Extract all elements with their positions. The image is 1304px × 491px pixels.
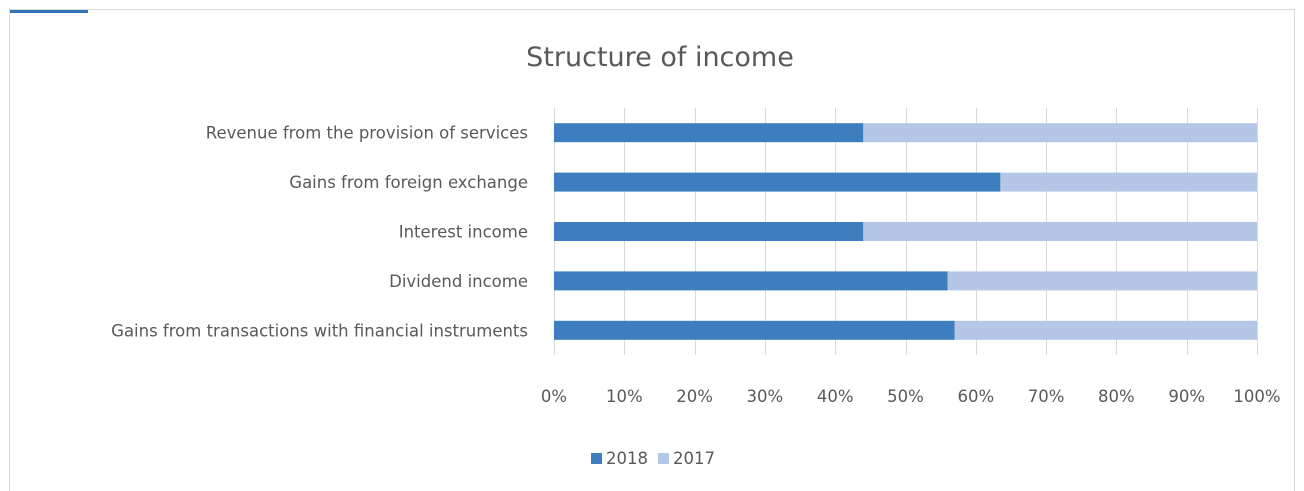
- legend-label-2017: 2017: [673, 449, 715, 468]
- x-tick-label: 40%: [817, 387, 854, 406]
- category-label: Interest income: [399, 223, 528, 242]
- bar-2017-0: [863, 123, 1257, 143]
- x-tick-label: 20%: [676, 387, 713, 406]
- bar-2017-3: [947, 271, 1257, 291]
- x-tick-label: 0%: [541, 387, 567, 406]
- bar-2017-4: [954, 320, 1257, 340]
- x-tick-label: 100%: [1233, 387, 1280, 406]
- x-tick-label: 50%: [887, 387, 924, 406]
- x-tick-label: 90%: [1168, 387, 1205, 406]
- chart-frame: [9, 9, 1295, 491]
- x-tick-label: 10%: [606, 387, 643, 406]
- x-tick-label: 30%: [747, 387, 784, 406]
- bar-2018-1: [554, 172, 1001, 192]
- chart-title: Structure of income: [526, 42, 794, 73]
- bar-2017-2: [863, 222, 1257, 241]
- bar-2017-1: [1000, 172, 1257, 192]
- legend-swatch-2017: [658, 453, 669, 464]
- x-tick-labels: 0% 10% 20% 30% 40% 50% 60% 70% 80% 90% 100%: [541, 387, 1281, 406]
- category-label: Gains from foreign exchange: [289, 173, 528, 192]
- top-accent-bar: [10, 10, 88, 13]
- category-label: Dividend income: [389, 272, 528, 291]
- bar-2018-2: [554, 222, 864, 241]
- x-tick-label: 60%: [957, 387, 994, 406]
- legend: 2018 2017: [591, 449, 715, 468]
- bar-2018-4: [554, 320, 955, 340]
- bars: [554, 123, 1257, 340]
- category-labels: Revenue from the provision of services Ga…: [111, 124, 528, 341]
- legend-swatch-2018: [591, 453, 602, 464]
- x-tick-label: 70%: [1028, 387, 1065, 406]
- category-label: Gains from transactions with financial i…: [111, 321, 528, 340]
- bar-2018-3: [554, 271, 948, 291]
- legend-label-2018: 2018: [606, 449, 648, 468]
- category-label: Revenue from the provision of services: [206, 124, 528, 143]
- bar-2018-0: [554, 123, 864, 143]
- x-tick-label: 80%: [1098, 387, 1135, 406]
